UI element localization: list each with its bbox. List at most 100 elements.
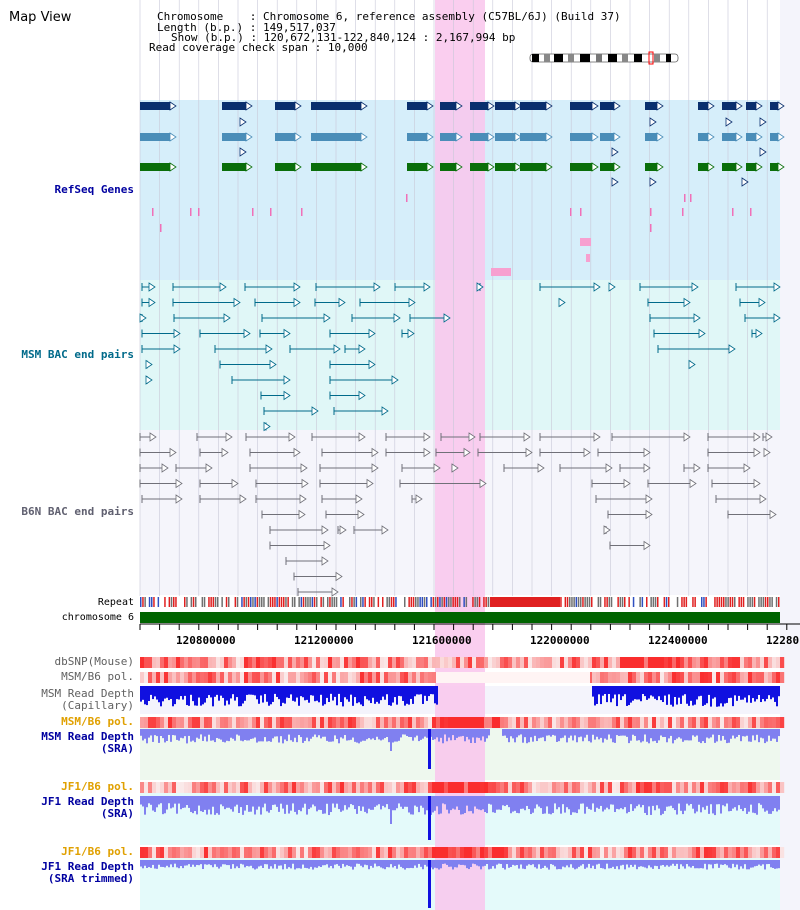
- depth-bar: [394, 729, 396, 742]
- msm-bac-pair-arrow: [265, 344, 273, 354]
- depth-bar: [236, 729, 238, 735]
- depth-bar: [552, 729, 554, 735]
- depth-bar: [622, 729, 624, 736]
- depth-bar: [478, 796, 480, 810]
- depth-bar: [190, 860, 192, 867]
- depth-bar: [160, 796, 162, 804]
- refseq-gene: [311, 102, 361, 110]
- depth-bar: [648, 729, 650, 744]
- heat-cell: [456, 657, 461, 668]
- heat-cell: [464, 657, 469, 668]
- depth-bar: [194, 860, 196, 867]
- depth-bar: [334, 796, 336, 808]
- heat-cell: [732, 847, 737, 858]
- repeat-element: [236, 597, 239, 607]
- depth-bar: [306, 796, 308, 815]
- gene-strand-arrow: [245, 132, 253, 142]
- heat-cell: [376, 782, 381, 793]
- heat-cell: [476, 657, 481, 668]
- depth-bar: [176, 796, 178, 814]
- depth-bar: [350, 796, 352, 805]
- depth-bar: [372, 860, 374, 868]
- gene-strand-arrow: [707, 162, 715, 172]
- depth-bar: [354, 729, 356, 742]
- b6n-bac-pair-arrow: [468, 432, 476, 442]
- heat-cell: [628, 657, 633, 668]
- depth-bar: [272, 686, 274, 702]
- depth-bar: [548, 729, 550, 736]
- repeat-element: [448, 597, 450, 607]
- depth-bar: [320, 860, 322, 867]
- refseq-gene: [470, 163, 488, 171]
- depth-bar: [528, 729, 530, 743]
- depth-bar: [690, 729, 692, 741]
- depth-bar: [762, 686, 764, 700]
- heat-cell: [184, 782, 189, 793]
- heat-cell: [548, 657, 553, 668]
- heat-cell: [268, 717, 273, 728]
- depth-bar: [372, 796, 374, 810]
- depth-bar: [486, 796, 488, 814]
- depth-bar: [700, 686, 702, 696]
- depth-bar: [142, 686, 144, 700]
- repeat-element: [725, 597, 727, 607]
- heat-cell: [556, 782, 561, 793]
- gene-strand-arrow: [514, 162, 522, 172]
- heat-cell: [676, 657, 681, 668]
- heat-cell: [708, 847, 713, 858]
- depth-bar: [172, 796, 174, 808]
- track-label-msm-bac[interactable]: MSM BAC end pairs: [21, 348, 134, 361]
- depth-bar: [680, 796, 682, 811]
- depth-bar: [670, 729, 672, 736]
- b6n-bac-pair-arrow: [221, 447, 229, 458]
- repeat-element: [775, 597, 778, 607]
- gene-strand-arrow: [169, 162, 177, 172]
- depth-bar: [642, 860, 644, 867]
- heat-cell: [536, 782, 541, 793]
- gene-strand-arrow: [455, 162, 463, 172]
- depth-bar: [522, 796, 524, 809]
- depth-bar: [574, 729, 576, 736]
- msm-bac-pair-arrow: [333, 344, 341, 354]
- depth-bar: [170, 729, 172, 742]
- heat-cell: [152, 782, 157, 793]
- gene-strand-arrow: [455, 132, 463, 142]
- axis-tick-label: 120800000: [176, 634, 236, 647]
- heat-cell: [360, 657, 365, 668]
- heat-cell: [168, 657, 173, 668]
- track-label-refseq-genes[interactable]: RefSeq Genes: [54, 183, 134, 196]
- depth-bar: [258, 686, 260, 704]
- heat-cell: [524, 782, 529, 793]
- heat-cell: [744, 782, 749, 793]
- depth-bar: [196, 729, 198, 738]
- depth-bar: [212, 860, 214, 868]
- heat-cell: [516, 847, 521, 858]
- depth-bar: [754, 686, 756, 702]
- track-label-b6n-bac[interactable]: B6N BAC end pairs: [21, 505, 134, 518]
- repeat-element: [247, 597, 250, 607]
- depth-bar: [348, 860, 350, 866]
- gene-strand-arrow: [759, 117, 767, 127]
- refseq-gene: [140, 133, 170, 141]
- pseudo-gene-mark: [732, 208, 734, 216]
- depth-bar: [178, 729, 180, 741]
- heat-cell: [208, 657, 213, 668]
- heat-cell: [688, 672, 693, 683]
- heat-cell: [212, 782, 217, 793]
- refseq-gene: [770, 102, 778, 110]
- heat-cell: [264, 657, 269, 668]
- depth-bar: [294, 729, 296, 738]
- repeat-element: [694, 597, 696, 607]
- heat-cell: [256, 847, 261, 858]
- repeat-element: [311, 597, 314, 607]
- depth-bar: [526, 729, 528, 744]
- depth-bar: [588, 796, 590, 809]
- heat-cell: [756, 782, 761, 793]
- depth-bar: [554, 860, 556, 867]
- repeat-element: [476, 597, 479, 607]
- depth-bar: [300, 729, 302, 738]
- heat-cell: [700, 782, 705, 793]
- heat-cell: [192, 717, 197, 728]
- repeat-element: [360, 597, 362, 607]
